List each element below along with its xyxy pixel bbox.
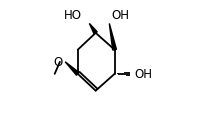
Polygon shape bbox=[65, 62, 79, 76]
Text: HO: HO bbox=[64, 9, 82, 22]
Text: O: O bbox=[54, 56, 63, 69]
Text: OH: OH bbox=[134, 68, 152, 81]
Text: OH: OH bbox=[111, 9, 129, 22]
Polygon shape bbox=[109, 24, 116, 51]
Polygon shape bbox=[89, 24, 97, 35]
